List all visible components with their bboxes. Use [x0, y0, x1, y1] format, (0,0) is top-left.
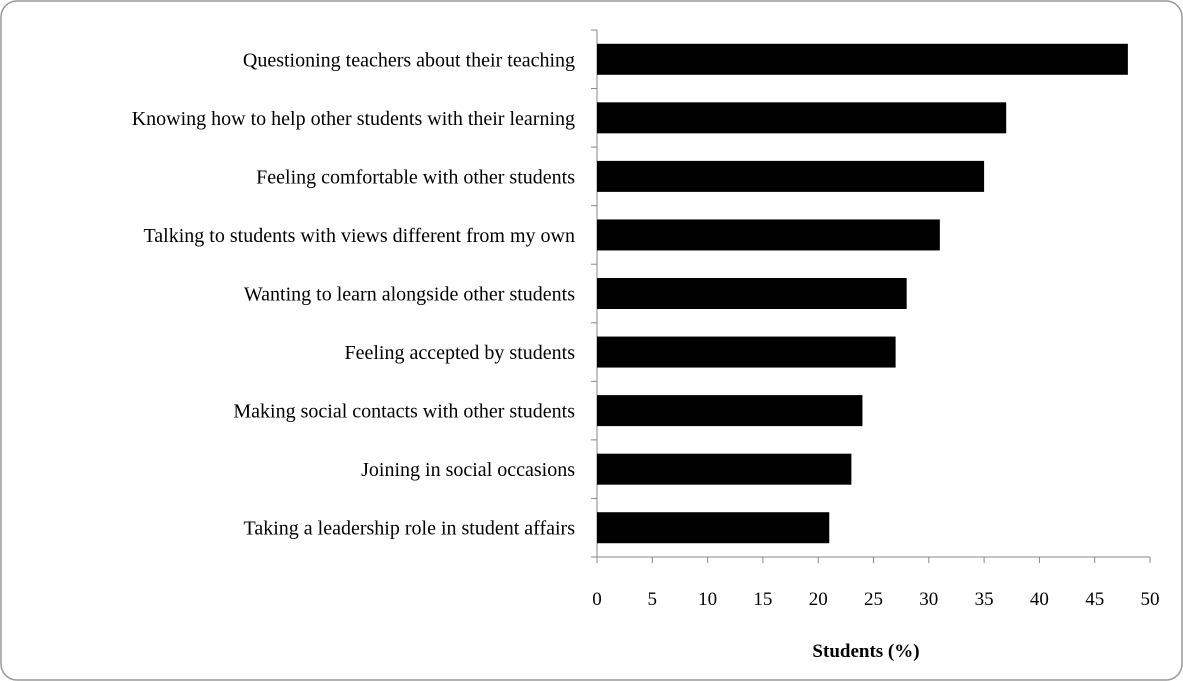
bar [597, 160, 985, 192]
bar [597, 395, 863, 427]
y-tick-label: Feeling accepted by students [345, 342, 576, 364]
y-tick-label: Making social contacts with other studen… [233, 401, 575, 423]
y-tick-label: Joining in social occasions [361, 459, 575, 481]
x-tick-label: 15 [753, 589, 772, 610]
bar [597, 336, 896, 368]
x-tick-label: 10 [698, 589, 717, 610]
bar [597, 512, 830, 544]
bar [597, 278, 907, 309]
bar [597, 102, 1007, 134]
x-tick-label: 20 [809, 589, 828, 610]
x-axis-title: Students (%) [812, 641, 919, 662]
y-tick-label: Talking to students with views different… [143, 225, 575, 247]
bar [597, 43, 1128, 75]
y-tick-label: Knowing how to help other students with … [132, 108, 575, 130]
x-tick-label: 0 [592, 589, 602, 610]
x-tick-label: 50 [1141, 589, 1160, 610]
bar [597, 453, 852, 485]
x-tick-label: 30 [919, 589, 938, 610]
y-tick-label: Wanting to learn alongside other student… [244, 284, 575, 306]
x-tick-label: 5 [648, 589, 658, 610]
bar [597, 219, 940, 251]
x-tick-label: 45 [1085, 589, 1104, 610]
y-tick-label: Feeling comfortable with other students [256, 166, 575, 188]
x-tick-label: 35 [975, 589, 994, 610]
x-tick-label: 40 [1030, 589, 1049, 610]
y-tick-label: Taking a leadership role in student affa… [244, 518, 576, 540]
y-tick-label: Questioning teachers about their teachin… [243, 49, 575, 71]
x-tick-label: 25 [864, 589, 883, 610]
